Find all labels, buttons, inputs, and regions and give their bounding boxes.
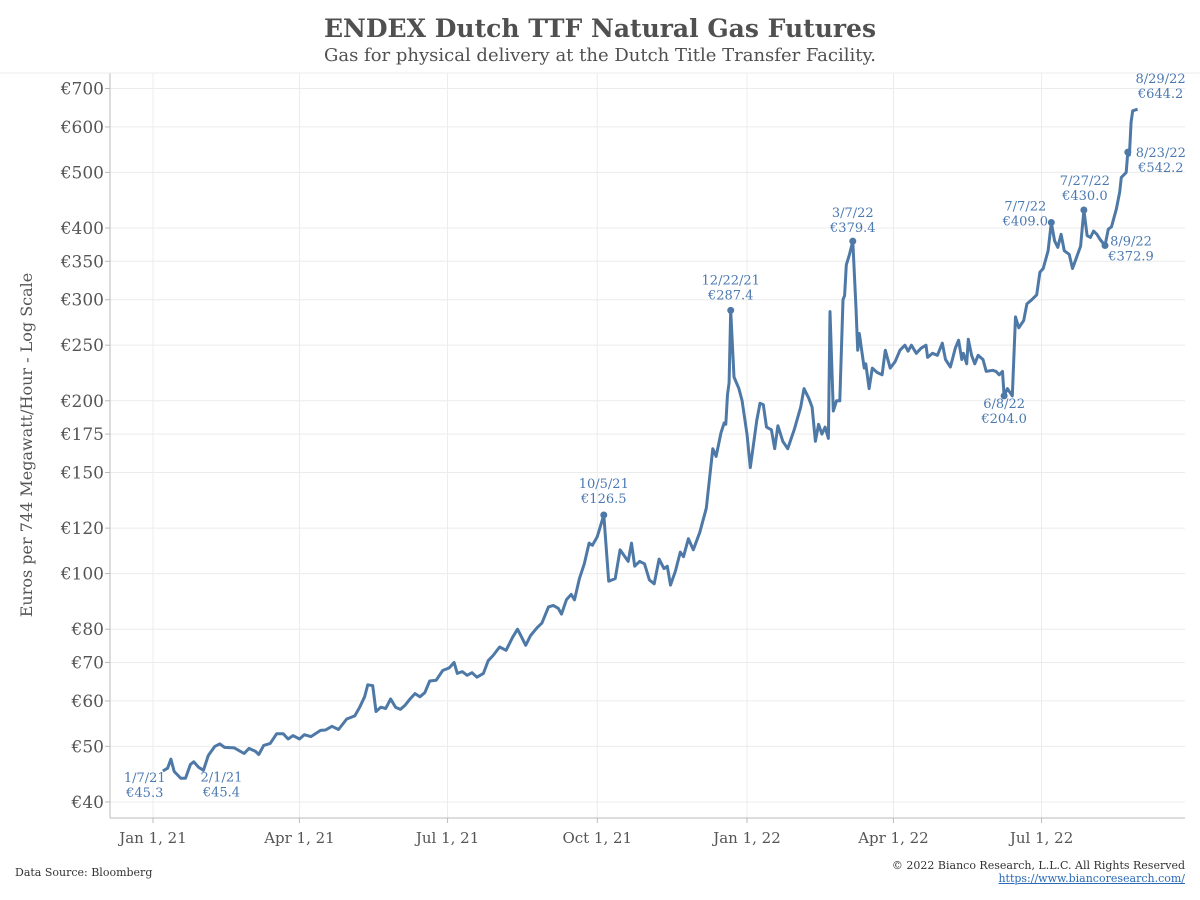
x-tick-label: Jan 1, 22 bbox=[711, 829, 781, 847]
y-tick-label: €500 bbox=[60, 163, 104, 183]
y-tick-label: €40 bbox=[71, 793, 104, 813]
annotation-value: €287.4 bbox=[707, 288, 754, 303]
annotation-value: €430.0 bbox=[1061, 189, 1108, 204]
annotation: 6/8/22€204.0 bbox=[980, 392, 1027, 427]
footer-right: © 2022 Bianco Research, L.L.C. All Right… bbox=[892, 859, 1185, 885]
annotation-value: €372.9 bbox=[1107, 249, 1154, 264]
y-tick-label: €200 bbox=[60, 392, 104, 412]
y-tick-label: €60 bbox=[71, 692, 104, 712]
annotation-date: 7/27/22 bbox=[1060, 174, 1110, 189]
y-tick-label: €50 bbox=[71, 737, 104, 757]
y-tick-label: €700 bbox=[60, 79, 104, 99]
annotation-value: €542.2 bbox=[1137, 161, 1184, 176]
annotation-marker bbox=[1047, 218, 1055, 226]
annotation-date: 3/7/22 bbox=[832, 206, 874, 221]
y-tick-label: €175 bbox=[60, 425, 104, 445]
annotation-date: 8/9/22 bbox=[1110, 234, 1152, 249]
y-tick-label: €250 bbox=[60, 336, 104, 356]
annotation: 7/27/22€430.0 bbox=[1060, 174, 1110, 214]
annotation-marker bbox=[1080, 206, 1088, 214]
annotation: 3/7/22€379.4 bbox=[829, 206, 876, 245]
y-axis-label: Euros per 744 Megawatt/Hour - Log Scale bbox=[17, 273, 36, 618]
annotation-value: €644.2 bbox=[1137, 87, 1184, 102]
axes bbox=[0, 72, 1200, 823]
annotation: 1/7/21€45.3 bbox=[124, 771, 166, 801]
annotation-date: 12/22/21 bbox=[702, 273, 760, 288]
annotation-marker bbox=[1101, 241, 1109, 249]
annotation-value: €45.4 bbox=[202, 785, 240, 800]
annotation: 8/29/22€644.2 bbox=[1136, 72, 1186, 102]
y-axis-tick-labels: €40 €50 €60 €70 €80 €100 €120 €150 €175 €200 €250 €… bbox=[60, 79, 104, 813]
annotation: 12/22/21€287.4 bbox=[702, 273, 760, 314]
x-tick-label: Jul 1, 21 bbox=[414, 829, 479, 847]
annotation-value: €126.5 bbox=[580, 492, 627, 507]
y-tick-label: €150 bbox=[60, 464, 104, 484]
annotation: 2/1/21€45.4 bbox=[201, 770, 243, 800]
annotations: 1/7/21€45.3 2/1/21€45.4 10/5/21€126.5 12/22… bbox=[124, 72, 1186, 801]
series-line bbox=[162, 107, 1139, 780]
annotation-value: €204.0 bbox=[980, 412, 1027, 427]
annotation-marker bbox=[1000, 392, 1008, 400]
x-tick-label: Jul 1, 22 bbox=[1008, 829, 1073, 847]
y-tick-label: €350 bbox=[60, 252, 104, 272]
annotation-date: 1/7/21 bbox=[124, 771, 166, 786]
gridlines bbox=[110, 73, 1185, 818]
y-tick-label: €120 bbox=[60, 519, 104, 539]
chart-subtitle: Gas for physical delivery at the Dutch T… bbox=[323, 45, 877, 66]
annotation-value: €379.4 bbox=[829, 221, 876, 236]
annotation-marker bbox=[1124, 148, 1132, 156]
x-tick-label: Oct 1, 21 bbox=[562, 829, 632, 847]
chart-title: ENDEX Dutch TTF Natural Gas Futures bbox=[323, 14, 877, 43]
y-tick-label: €80 bbox=[71, 620, 104, 640]
series-ttf bbox=[162, 107, 1139, 780]
annotation-date: 10/5/21 bbox=[579, 477, 629, 492]
annotation-date: 8/29/22 bbox=[1136, 72, 1186, 87]
annotation-value: €45.3 bbox=[125, 786, 163, 801]
annotation-marker bbox=[600, 511, 608, 519]
annotation-marker bbox=[727, 306, 735, 314]
annotation-date: 6/8/22 bbox=[983, 397, 1025, 412]
y-tick-label: €300 bbox=[60, 291, 104, 311]
annotation-date: 7/7/22 bbox=[1004, 199, 1046, 214]
annotation-date: 8/23/22 bbox=[1136, 146, 1186, 161]
annotation: 10/5/21€126.5 bbox=[579, 477, 629, 519]
y-tick-label: €400 bbox=[60, 219, 104, 239]
website-link[interactable]: https://www.biancoresearch.com/ bbox=[998, 872, 1185, 885]
x-tick-label: Apr 1, 22 bbox=[857, 829, 929, 847]
y-tick-label: €600 bbox=[60, 118, 104, 138]
copyright: © 2022 Bianco Research, L.L.C. All Right… bbox=[891, 859, 1185, 872]
x-tick-label: Apr 1, 21 bbox=[263, 829, 335, 847]
annotation-marker bbox=[849, 237, 857, 245]
annotation: 8/23/22€542.2 bbox=[1124, 146, 1186, 176]
annotation: 8/9/22€372.9 bbox=[1101, 234, 1154, 264]
y-tick-label: €70 bbox=[71, 653, 104, 673]
x-axis-tick-labels: Jan 1, 21 Apr 1, 21 Jul 1, 21 Oct 1, 21 Jan … bbox=[117, 829, 1073, 847]
data-source: Data Source: Bloomberg bbox=[15, 866, 153, 879]
y-tick-label: €100 bbox=[60, 565, 104, 585]
x-tick-label: Jan 1, 21 bbox=[117, 829, 187, 847]
annotation: 7/7/22€409.0 bbox=[1002, 199, 1055, 229]
annotation-value: €409.0 bbox=[1002, 214, 1049, 229]
annotation-date: 2/1/21 bbox=[201, 770, 243, 785]
